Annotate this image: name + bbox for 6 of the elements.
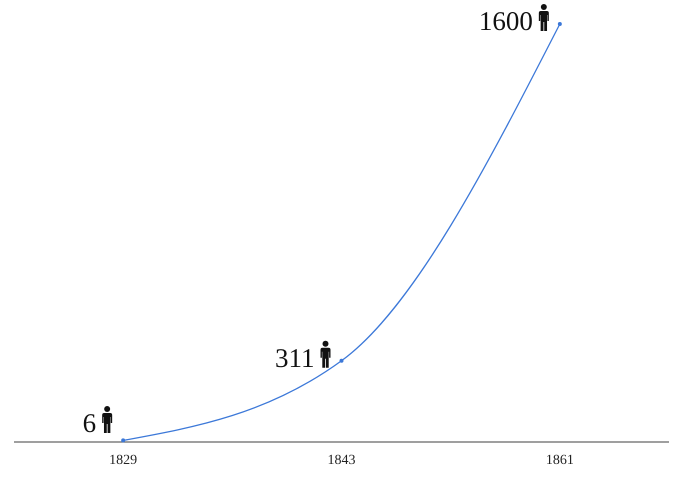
x-tick-label: 1843 (328, 452, 356, 468)
data-label: 6 (82, 408, 96, 438)
data-label: 311 (275, 342, 314, 373)
data-label: 1600 (478, 6, 533, 36)
x-tick-label: 1829 (109, 452, 138, 468)
x-tick-label: 1861 (546, 452, 574, 468)
